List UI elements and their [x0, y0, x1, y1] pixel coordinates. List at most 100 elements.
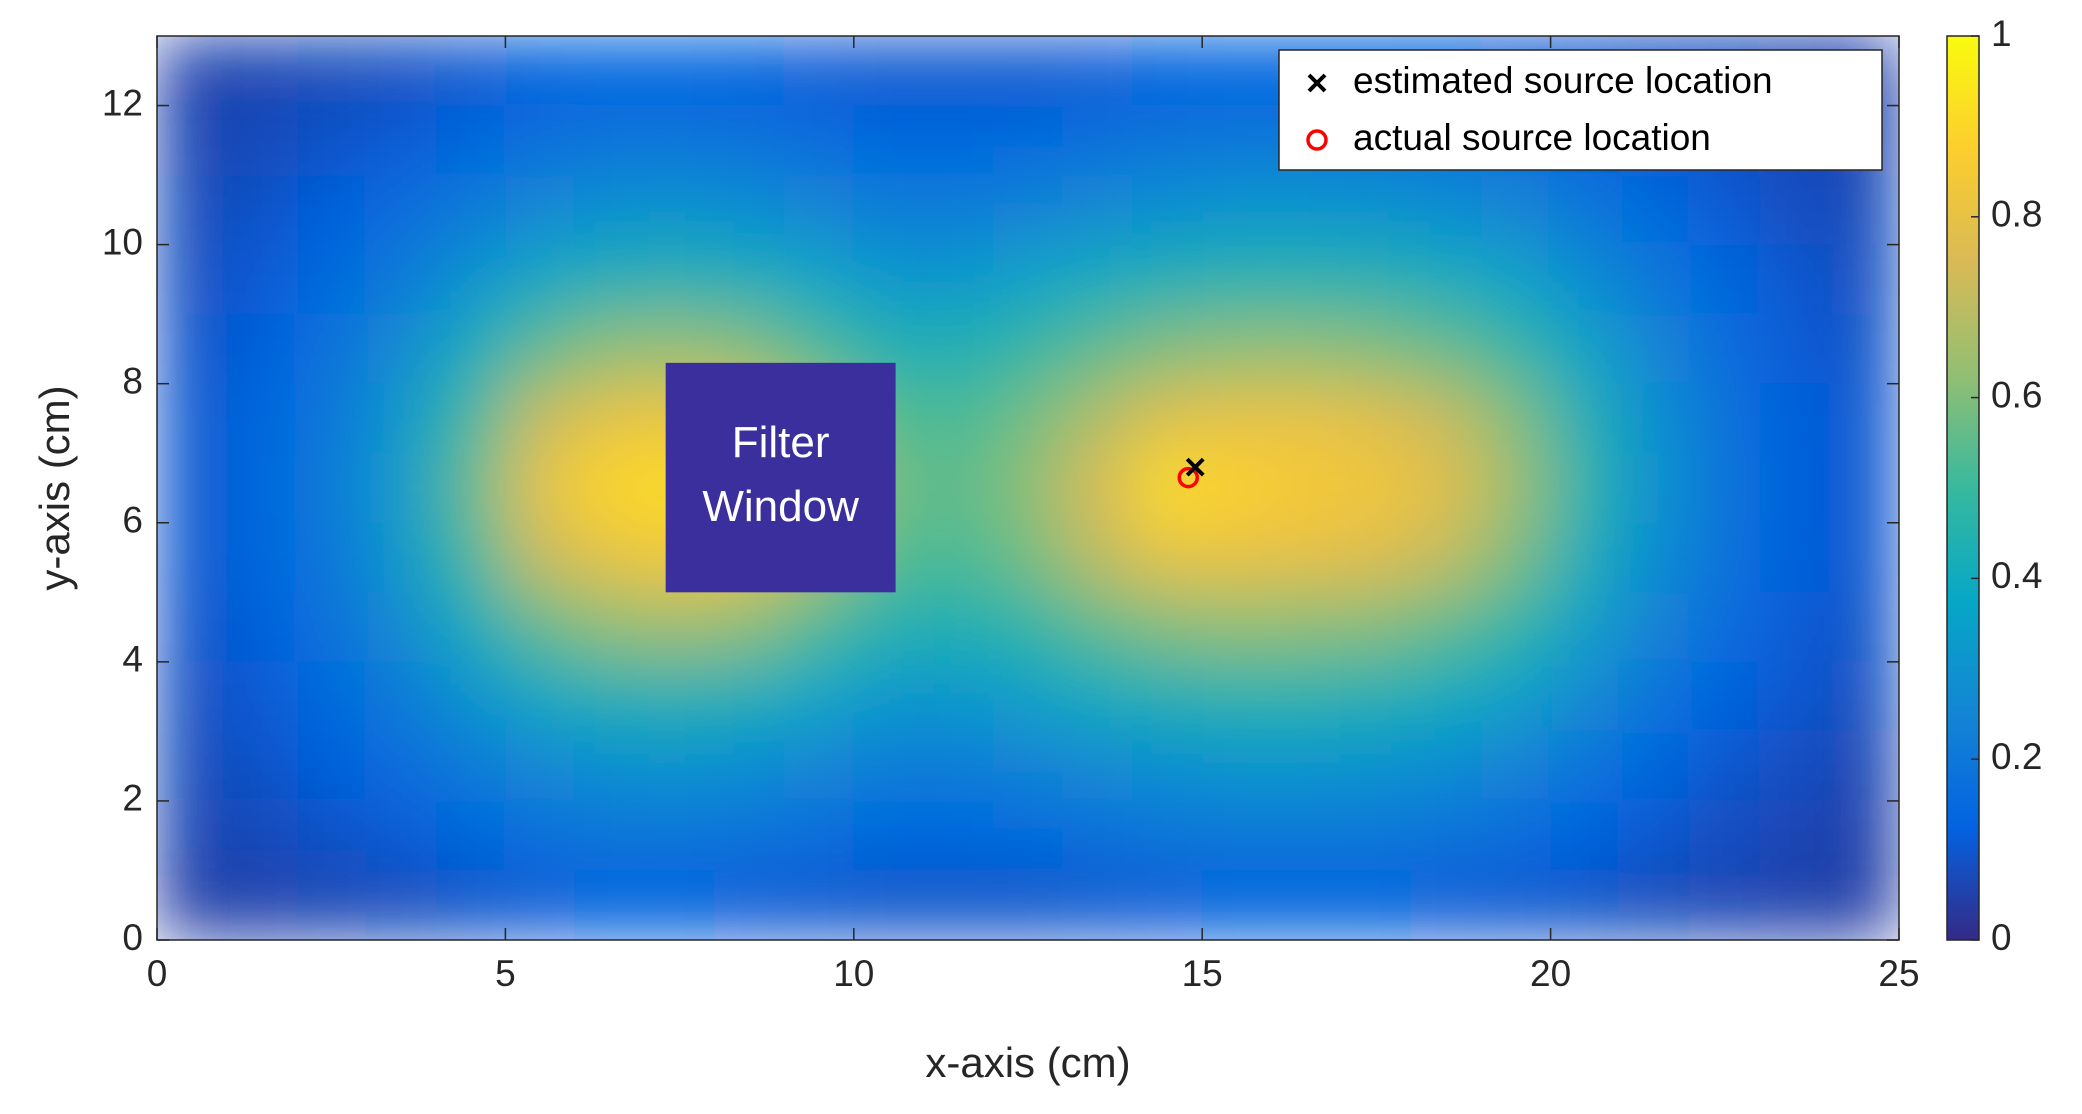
heat-cell	[157, 383, 228, 454]
y-tick-label: 12	[102, 82, 143, 123]
heat-cell	[435, 244, 506, 315]
heat-cell	[1271, 591, 1343, 663]
heat-cell	[853, 591, 924, 663]
heat-cell	[504, 591, 576, 663]
colorbar-tick-label: 0.4	[1991, 555, 2042, 596]
heat-cell	[365, 313, 437, 385]
heat-cell	[1550, 730, 1621, 802]
y-tick-label: 4	[122, 639, 143, 680]
heat-cell	[1550, 661, 1621, 732]
heat-cell	[992, 313, 1064, 385]
heat-cell	[365, 869, 437, 940]
heat-cell	[922, 591, 994, 663]
heat-cell	[853, 800, 924, 871]
heat-cell	[1132, 36, 1203, 107]
heat-cell	[574, 452, 646, 524]
heat-cell	[1550, 869, 1621, 940]
heat-cell	[1480, 661, 1552, 732]
heat-cell	[1550, 452, 1621, 524]
legend-box	[1278, 49, 1883, 171]
heat-cell	[295, 105, 367, 176]
x-tick-label: 5	[495, 953, 516, 994]
heat-cell	[1759, 869, 1830, 940]
heat-cell	[295, 383, 367, 454]
heat-cell	[1132, 800, 1203, 871]
heat-cell	[157, 522, 228, 593]
heat-cell	[713, 244, 785, 315]
heat-cell	[435, 36, 506, 107]
heat-cell	[1341, 174, 1412, 246]
heat-cell	[435, 800, 506, 871]
heat-cell	[713, 730, 785, 802]
heat-cell	[1062, 174, 1134, 246]
heat-cell	[1619, 730, 1691, 802]
heat-cell	[1410, 661, 1482, 732]
heat-cell	[1201, 174, 1273, 246]
heat-cell	[504, 36, 576, 107]
heat-cell	[574, 730, 646, 802]
heat-cell	[1828, 591, 1899, 663]
heat-cell	[295, 36, 367, 107]
heat-cell	[226, 105, 297, 176]
heat-cell	[853, 36, 924, 107]
heat-cell	[504, 452, 576, 524]
heat-cell	[1341, 591, 1412, 663]
heat-cell	[922, 730, 994, 802]
heat-cell	[992, 36, 1064, 107]
heat-cell	[1550, 800, 1621, 871]
heat-cell	[1759, 591, 1830, 663]
heat-cell	[1271, 452, 1343, 524]
heat-cell	[504, 244, 576, 315]
annotation-text: Window	[702, 482, 859, 531]
heat-cell	[1828, 383, 1899, 454]
heat-cell	[1619, 452, 1691, 524]
heat-cell	[1132, 174, 1203, 246]
heat-cell	[1341, 800, 1412, 871]
heat-cell	[644, 661, 715, 732]
heat-cell	[295, 174, 367, 246]
heat-cell	[1410, 730, 1482, 802]
heat-cell	[1689, 383, 1761, 454]
heat-cell	[365, 105, 437, 176]
heat-cell	[1201, 800, 1273, 871]
heatmap	[157, 36, 1899, 940]
heat-cell	[504, 661, 576, 732]
heat-cell	[1341, 383, 1412, 454]
heat-cell	[1341, 661, 1412, 732]
heat-cell	[783, 730, 855, 802]
heat-cell	[1062, 869, 1134, 940]
heat-cell	[1759, 452, 1830, 524]
heat-cell	[295, 869, 367, 940]
heat-cell	[853, 661, 924, 732]
heat-cell	[713, 869, 785, 940]
heat-cell	[1689, 730, 1761, 802]
heat-cell	[435, 105, 506, 176]
heat-cell	[783, 36, 855, 107]
heat-cell	[226, 452, 297, 524]
heat-cell	[435, 661, 506, 732]
heat-cell	[1828, 730, 1899, 802]
heat-cell	[1062, 730, 1134, 802]
heat-cell	[992, 244, 1064, 315]
heat-cell	[853, 869, 924, 940]
heat-cell	[1201, 730, 1273, 802]
marker-x	[1185, 457, 1205, 477]
heat-cell	[1132, 661, 1203, 732]
x-axis-label: x-axis (cm)	[925, 1039, 1130, 1086]
heat-cell	[365, 730, 437, 802]
heat-cell	[1341, 452, 1412, 524]
heat-cell	[435, 174, 506, 246]
heat-cell	[783, 244, 855, 315]
heat-cell	[226, 591, 297, 663]
heat-cell	[1201, 869, 1273, 940]
heat-cell	[226, 244, 297, 315]
heat-cell	[1201, 383, 1273, 454]
heat-cell	[1062, 105, 1134, 176]
heat-cell	[992, 869, 1064, 940]
heat-cell	[1480, 522, 1552, 593]
heat-cell	[783, 869, 855, 940]
heat-cell	[435, 313, 506, 385]
heat-cell	[1619, 244, 1691, 315]
